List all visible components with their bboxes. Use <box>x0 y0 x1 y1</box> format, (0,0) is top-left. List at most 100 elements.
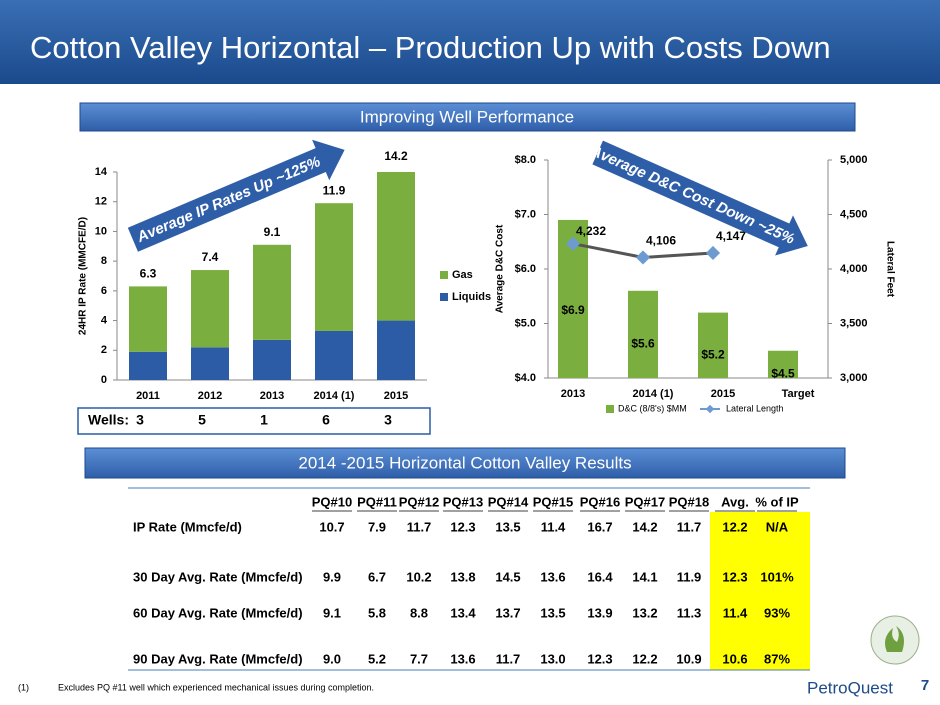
bar <box>698 312 728 378</box>
cell: 7.7 <box>410 651 428 666</box>
cell: 11.3 <box>677 605 702 620</box>
cell: 11.7 <box>407 519 432 534</box>
logo: PetroQuest <box>807 678 893 697</box>
cell: 11.7 <box>677 519 702 534</box>
bar <box>628 290 658 378</box>
point <box>705 245 721 261</box>
cell: 13.5 <box>495 519 520 534</box>
cell: 93% <box>764 605 790 620</box>
slide-title: Cotton Valley Horizontal – Production Up… <box>30 30 831 65</box>
cell: 16.4 <box>587 569 613 584</box>
banner-text: Improving Well Performance <box>360 107 574 126</box>
x-tick-label: 2015 <box>711 388 735 400</box>
arrow-shape <box>592 140 808 256</box>
wells-value: 1 <box>260 412 268 428</box>
row-label: 90 Day Avg. Rate (Mmcfe/d) <box>133 651 303 666</box>
y-tick-label: 8 <box>101 255 107 267</box>
point <box>635 250 651 265</box>
bar-segment <box>253 244 291 340</box>
y-axis-label: Average D&C Cost <box>495 224 506 313</box>
column-header: PQ#14 <box>488 494 529 509</box>
page-number: 7 <box>921 677 929 694</box>
wells-box <box>77 407 431 435</box>
row-label: 60 Day Avg. Rate (Mmcfe/d) <box>133 605 303 620</box>
cell: 6.7 <box>368 569 386 584</box>
value-label: $5.6 <box>631 337 655 351</box>
cell: 13.6 <box>540 569 565 584</box>
banner-text: 2014 -2015 Horizontal Cotton Valley Resu… <box>298 453 631 472</box>
cell: 9.1 <box>323 605 341 620</box>
wells-value: 5 <box>198 412 206 428</box>
cell: 12.3 <box>722 569 747 584</box>
highlight <box>710 512 810 670</box>
legend-swatch <box>606 405 614 413</box>
x-tick-label: Target <box>782 388 815 400</box>
logo-icon <box>885 626 904 652</box>
total-label: 11.9 <box>323 183 346 197</box>
y-tick-label: 14 <box>95 166 108 178</box>
legend-label: Liquids <box>452 291 491 303</box>
cell: 5.2 <box>368 651 386 666</box>
value-label: $6.9 <box>561 303 585 317</box>
cell: 13.9 <box>587 605 612 620</box>
total-label: 14.2 <box>384 149 408 163</box>
y-tick-label: $5.0 <box>515 317 536 329</box>
column-header: PQ#11 <box>357 494 397 509</box>
logo-icon <box>870 615 920 665</box>
wells-label: Wells: <box>88 412 129 428</box>
x-tick-label: 2011 <box>136 390 160 402</box>
y-tick-label: 6 <box>101 285 107 297</box>
x-tick-label: 2014 (1) <box>633 388 674 400</box>
row-label: IP Rate (Mmcfe/d) <box>133 519 242 534</box>
cell: 14.2 <box>632 519 657 534</box>
y-tick-label: $4.0 <box>515 372 536 384</box>
bars <box>129 172 415 380</box>
cell: 13.4 <box>450 605 476 620</box>
value-label: $4.5 <box>771 367 795 381</box>
cell: 9.9 <box>323 569 341 584</box>
y-tick-label: 10 <box>95 225 107 237</box>
cell: 13.7 <box>495 605 520 620</box>
bar <box>768 350 798 378</box>
column-header: PQ#13 <box>443 494 483 509</box>
y2-tick-label: 3,500 <box>840 317 868 329</box>
y2-tick-label: 3,000 <box>840 372 868 384</box>
cell: 11.9 <box>677 569 702 584</box>
bar-segment <box>315 203 353 331</box>
banner <box>79 102 856 132</box>
cell: 11.4 <box>723 605 748 620</box>
bar-segment <box>377 320 415 380</box>
cell: 14.1 <box>632 569 657 584</box>
footnote-marker: (1) <box>18 682 29 692</box>
value-label: 4,106 <box>646 234 676 248</box>
y-tick-label: $8.0 <box>515 154 536 166</box>
column-header: PQ#10 <box>312 494 352 509</box>
cell: 13.2 <box>632 605 657 620</box>
cell: 11.7 <box>496 651 521 666</box>
y-tick-label: 12 <box>95 196 107 208</box>
y-tick-label: 2 <box>101 344 107 356</box>
column-header: % of IP <box>755 494 799 509</box>
cell: 13.8 <box>450 569 475 584</box>
cell: 13.0 <box>540 651 565 666</box>
cell: 8.8 <box>410 605 428 620</box>
wells-value: 3 <box>136 412 144 428</box>
y2-tick-label: 4,500 <box>840 208 868 220</box>
value-label: 4,147 <box>716 229 746 243</box>
cell: 10.2 <box>406 569 431 584</box>
bar-segment <box>129 286 167 352</box>
legend-label: D&C (8/8's) $MM <box>618 403 687 413</box>
cell: 13.6 <box>450 651 475 666</box>
footnote: Excludes PQ #11 well which experienced m… <box>58 682 374 692</box>
column-header: PQ#17 <box>625 494 665 509</box>
cell: 12.2 <box>632 651 657 666</box>
title-bar <box>0 0 940 84</box>
column-header: PQ#18 <box>669 494 709 509</box>
cell: 16.7 <box>587 519 612 534</box>
banner <box>84 447 846 479</box>
legend-label: Lateral Length <box>726 403 784 413</box>
total-label: 9.1 <box>264 225 281 239</box>
legend-label: Gas <box>452 269 473 281</box>
cell: 10.9 <box>676 651 701 666</box>
y-tick-label: $6.0 <box>515 263 536 275</box>
